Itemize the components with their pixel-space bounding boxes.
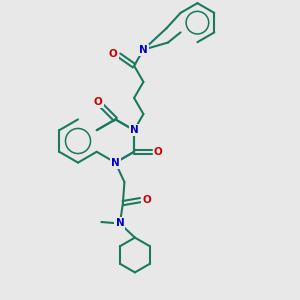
Text: N: N	[139, 45, 148, 55]
Text: O: O	[109, 49, 118, 59]
Text: N: N	[116, 218, 124, 229]
Text: O: O	[94, 97, 103, 107]
Text: O: O	[142, 195, 151, 205]
Text: N: N	[130, 125, 139, 135]
Text: O: O	[154, 147, 163, 157]
Text: N: N	[111, 158, 120, 168]
